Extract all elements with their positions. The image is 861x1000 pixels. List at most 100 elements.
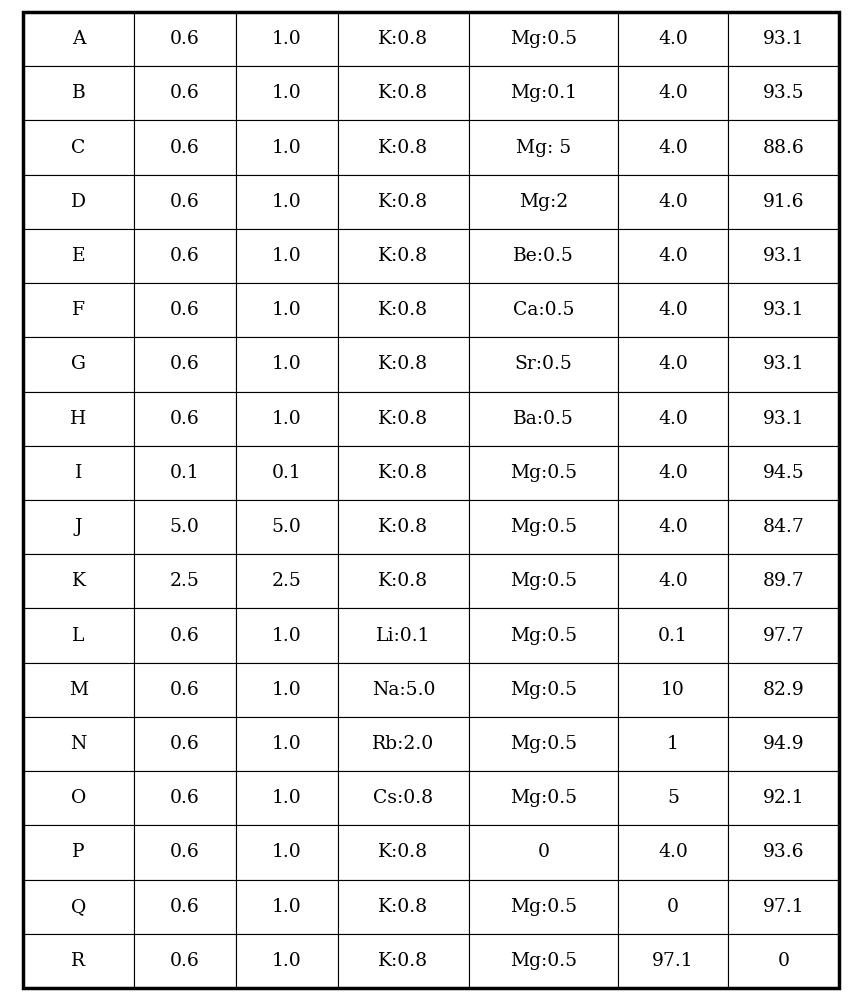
Bar [338, 880, 468, 934]
Bar [338, 392, 468, 446]
Text: K:0.8: K:0.8 [378, 247, 428, 265]
Bar [133, 66, 235, 120]
Text: Mg:0.5: Mg:0.5 [510, 952, 577, 970]
Bar [338, 717, 468, 771]
Bar [235, 337, 338, 392]
Text: K:0.8: K:0.8 [378, 30, 428, 48]
Text: 0.6: 0.6 [170, 355, 199, 373]
Bar [617, 120, 728, 175]
Bar [23, 446, 133, 500]
Text: Mg: 5: Mg: 5 [516, 139, 571, 157]
Text: K:0.8: K:0.8 [378, 301, 428, 319]
Bar [235, 880, 338, 934]
Text: 97.1: 97.1 [652, 952, 693, 970]
Bar [23, 663, 133, 717]
Bar [617, 66, 728, 120]
Bar [468, 446, 617, 500]
Bar [468, 608, 617, 663]
Bar [617, 663, 728, 717]
Text: 94.5: 94.5 [762, 464, 803, 482]
Text: 1.0: 1.0 [271, 247, 301, 265]
Text: Mg:0.5: Mg:0.5 [510, 681, 577, 699]
Bar [728, 554, 838, 608]
Text: Sr:0.5: Sr:0.5 [514, 355, 572, 373]
Text: 1.0: 1.0 [271, 355, 301, 373]
Text: N: N [71, 735, 87, 753]
Bar [235, 175, 338, 229]
Bar [235, 120, 338, 175]
Bar [338, 554, 468, 608]
Bar [23, 337, 133, 392]
Bar [338, 120, 468, 175]
Bar [133, 554, 235, 608]
Bar [728, 175, 838, 229]
Text: K:0.8: K:0.8 [378, 139, 428, 157]
Bar [468, 934, 617, 988]
Text: 4.0: 4.0 [658, 84, 687, 102]
Text: 0.6: 0.6 [170, 301, 199, 319]
Text: 93.1: 93.1 [762, 410, 803, 428]
Text: 5.0: 5.0 [170, 518, 200, 536]
Bar [23, 771, 133, 825]
Text: M: M [69, 681, 88, 699]
Text: C: C [71, 139, 85, 157]
Bar [338, 175, 468, 229]
Text: Mg:0.5: Mg:0.5 [510, 627, 577, 645]
Text: 2.5: 2.5 [271, 572, 301, 590]
Text: 0.6: 0.6 [170, 30, 199, 48]
Bar [728, 229, 838, 283]
Text: 2.5: 2.5 [170, 572, 200, 590]
Bar [468, 175, 617, 229]
Text: 89.7: 89.7 [762, 572, 803, 590]
Text: J: J [75, 518, 82, 536]
Bar [133, 120, 235, 175]
Text: 0.6: 0.6 [170, 735, 199, 753]
Text: K:0.8: K:0.8 [378, 843, 428, 861]
Bar [235, 663, 338, 717]
Bar [23, 120, 133, 175]
Text: G: G [71, 355, 86, 373]
Bar [728, 120, 838, 175]
Bar [338, 500, 468, 554]
Text: Mg:0.5: Mg:0.5 [510, 898, 577, 916]
Text: 0.6: 0.6 [170, 247, 199, 265]
Bar [728, 392, 838, 446]
Bar [338, 663, 468, 717]
Text: 84.7: 84.7 [762, 518, 803, 536]
Text: 0.6: 0.6 [170, 84, 199, 102]
Bar [617, 12, 728, 66]
Bar [338, 608, 468, 663]
Bar [338, 229, 468, 283]
Bar [235, 66, 338, 120]
Bar [23, 717, 133, 771]
Text: 0: 0 [537, 843, 549, 861]
Text: Q: Q [71, 898, 86, 916]
Text: 1.0: 1.0 [271, 193, 301, 211]
Text: 0.6: 0.6 [170, 681, 199, 699]
Bar [617, 880, 728, 934]
Bar [133, 446, 235, 500]
Text: 4.0: 4.0 [658, 301, 687, 319]
Bar [23, 392, 133, 446]
Text: 1.0: 1.0 [271, 681, 301, 699]
Text: F: F [72, 301, 85, 319]
Text: 0: 0 [666, 898, 678, 916]
Text: 0.6: 0.6 [170, 843, 199, 861]
Bar [23, 12, 133, 66]
Text: 0.1: 0.1 [170, 464, 199, 482]
Text: A: A [71, 30, 85, 48]
Bar [23, 66, 133, 120]
Bar [728, 608, 838, 663]
Text: 97.1: 97.1 [762, 898, 803, 916]
Bar [468, 500, 617, 554]
Text: 0.6: 0.6 [170, 898, 199, 916]
Text: 4.0: 4.0 [658, 518, 687, 536]
Bar [617, 934, 728, 988]
Bar [728, 283, 838, 337]
Text: 4.0: 4.0 [658, 355, 687, 373]
Text: 93.1: 93.1 [762, 355, 803, 373]
Bar [235, 771, 338, 825]
Text: Mg:0.5: Mg:0.5 [510, 518, 577, 536]
Text: P: P [72, 843, 84, 861]
Bar [468, 283, 617, 337]
